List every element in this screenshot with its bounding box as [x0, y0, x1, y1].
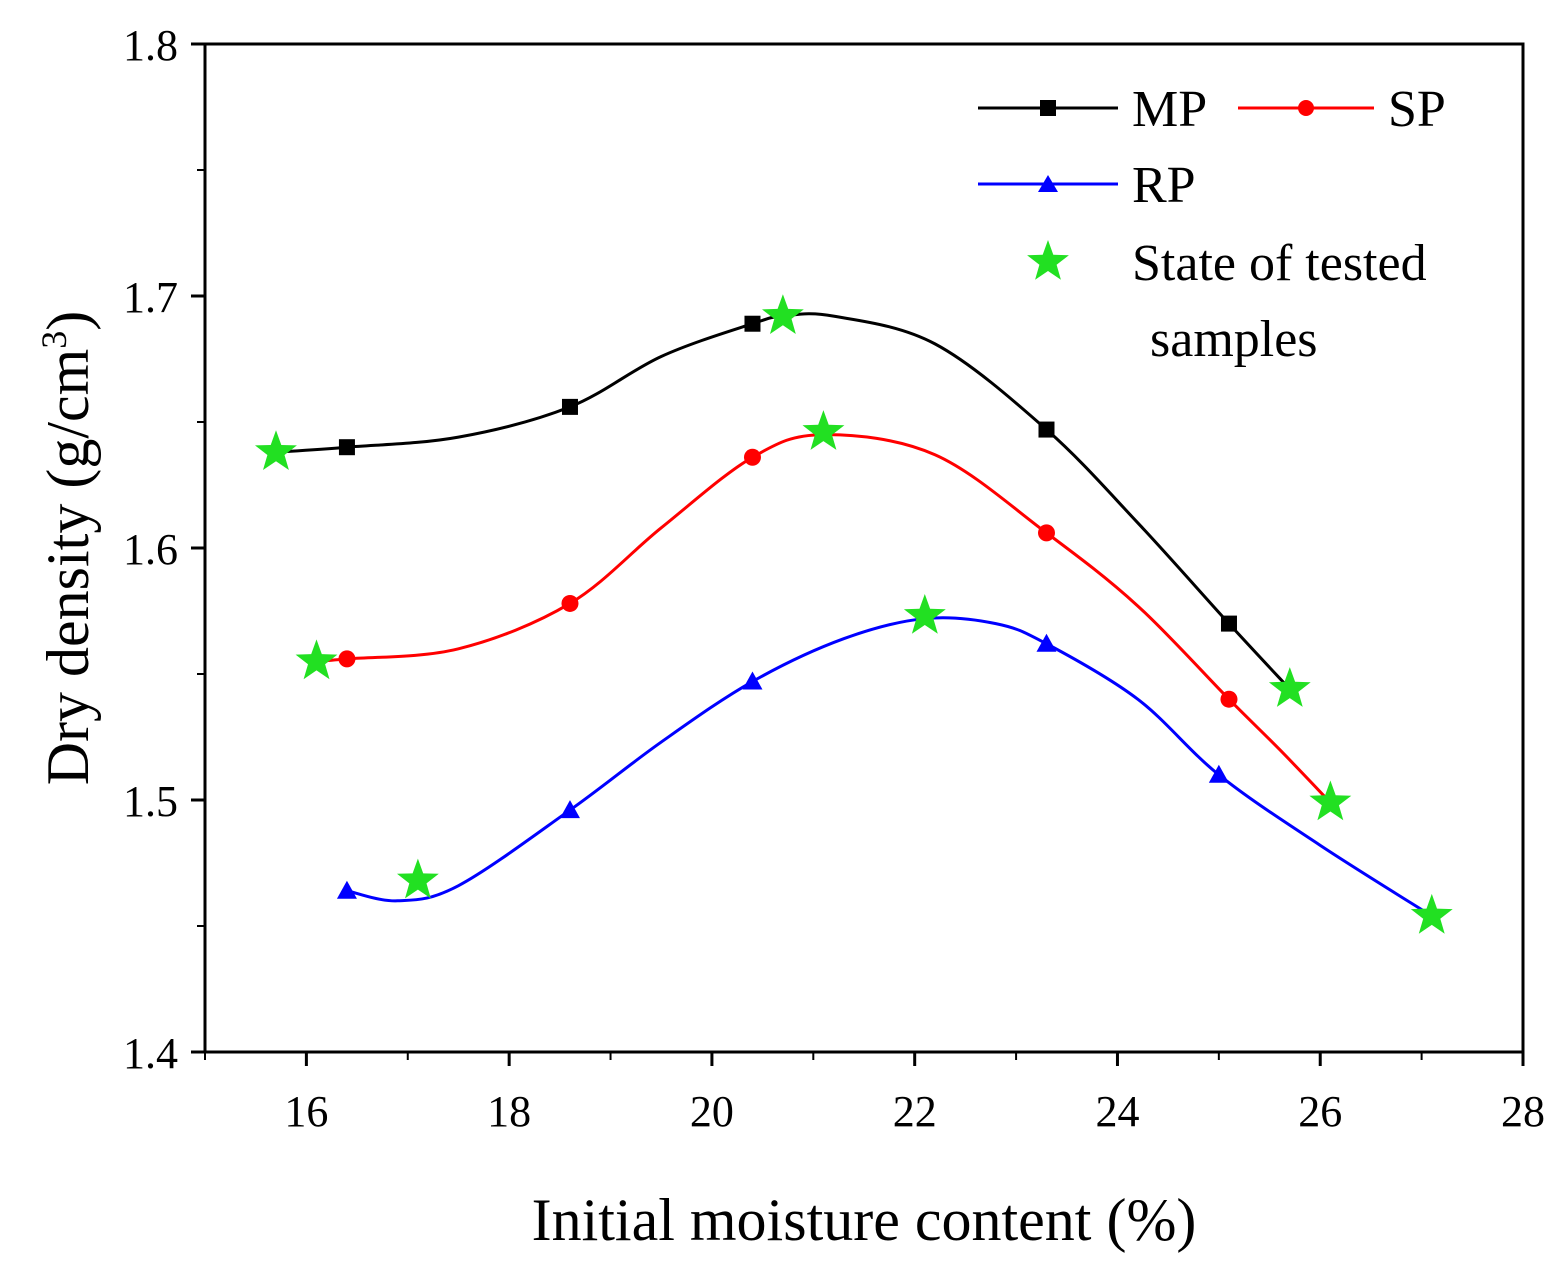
data-point-mp: [1220, 615, 1237, 632]
x-tick-label: 20: [690, 1087, 734, 1136]
x-tick-label: 16: [284, 1087, 328, 1136]
data-point-mp: [561, 398, 578, 415]
y-axis-title-main: Dry density (g/cm: [35, 349, 101, 786]
legend-item-sp: SP: [1238, 81, 1446, 138]
legend-label-sp: SP: [1388, 81, 1446, 138]
tested-sample-star: [397, 858, 439, 899]
tested-sample-star: [1268, 667, 1311, 707]
legend-item-rp: RP: [978, 157, 1196, 214]
legend-item-mp: MP: [978, 81, 1207, 138]
data-point-rp: [559, 800, 580, 819]
data-point-sp: [1037, 524, 1055, 542]
tested-sample-star: [1410, 893, 1453, 934]
data-point-rp: [336, 880, 357, 899]
x-tick-label: 24: [1095, 1087, 1139, 1136]
data-point-rp: [742, 671, 763, 690]
data-point-sp: [743, 448, 761, 466]
tested-sample-star: [295, 639, 338, 680]
legend-label-rp: RP: [1132, 157, 1196, 214]
legend-label-mp: MP: [1132, 81, 1207, 138]
data-point-rp: [1208, 764, 1229, 783]
tested-sample-star: [802, 410, 845, 450]
x-tick-label: 26: [1298, 1087, 1342, 1136]
y-tick-label: 1.4: [123, 1029, 178, 1078]
x-tick-label: 28: [1501, 1087, 1545, 1136]
legend-label-tested-line1: State of tested: [1132, 235, 1427, 292]
x-tick-label: 22: [893, 1087, 937, 1136]
y-tick-label: 1.6: [123, 525, 178, 574]
data-point-sp: [561, 594, 579, 612]
legend-label-tested-line2: samples: [1150, 311, 1318, 368]
data-point-mp: [338, 439, 355, 456]
legend: MP SP RP State of tested samples: [978, 81, 1446, 368]
legend-marker-star: [1027, 240, 1069, 280]
data-point-sp: [338, 650, 356, 668]
series-markers: [336, 315, 1238, 899]
y-tick-label: 1.8: [123, 21, 178, 70]
legend-item-tested-samples: State of tested samples: [1027, 235, 1427, 368]
tested-sample-star: [255, 430, 297, 470]
axis-ticks: 16 18 20 22 24 26 28 1.4 1.5 1.6 1.7 1.8: [123, 21, 1545, 1136]
x-tick-label: 18: [487, 1087, 531, 1136]
data-point-mp: [744, 315, 761, 332]
y-axis-title-superscript: 3: [34, 331, 74, 349]
data-point-sp: [1220, 690, 1238, 708]
data-point-mp: [1038, 421, 1055, 438]
legend-marker-rp: [1038, 175, 1058, 192]
tested-sample-star: [903, 594, 946, 634]
legend-marker-mp: [1040, 100, 1056, 116]
y-axis-title-close: ): [35, 311, 101, 331]
tested-sample-star: [1309, 780, 1352, 821]
y-tick-label: 1.5: [123, 777, 178, 826]
x-axis-title: Initial moisture content (%): [532, 1187, 1197, 1253]
tested-sample-stars: [255, 294, 1453, 934]
tested-sample-star: [762, 294, 804, 334]
y-axis-title: Dry density (g/cm3): [34, 311, 101, 786]
data-point-rp: [1036, 633, 1057, 652]
y-tick-label: 1.7: [123, 273, 178, 322]
legend-marker-sp: [1298, 100, 1314, 116]
